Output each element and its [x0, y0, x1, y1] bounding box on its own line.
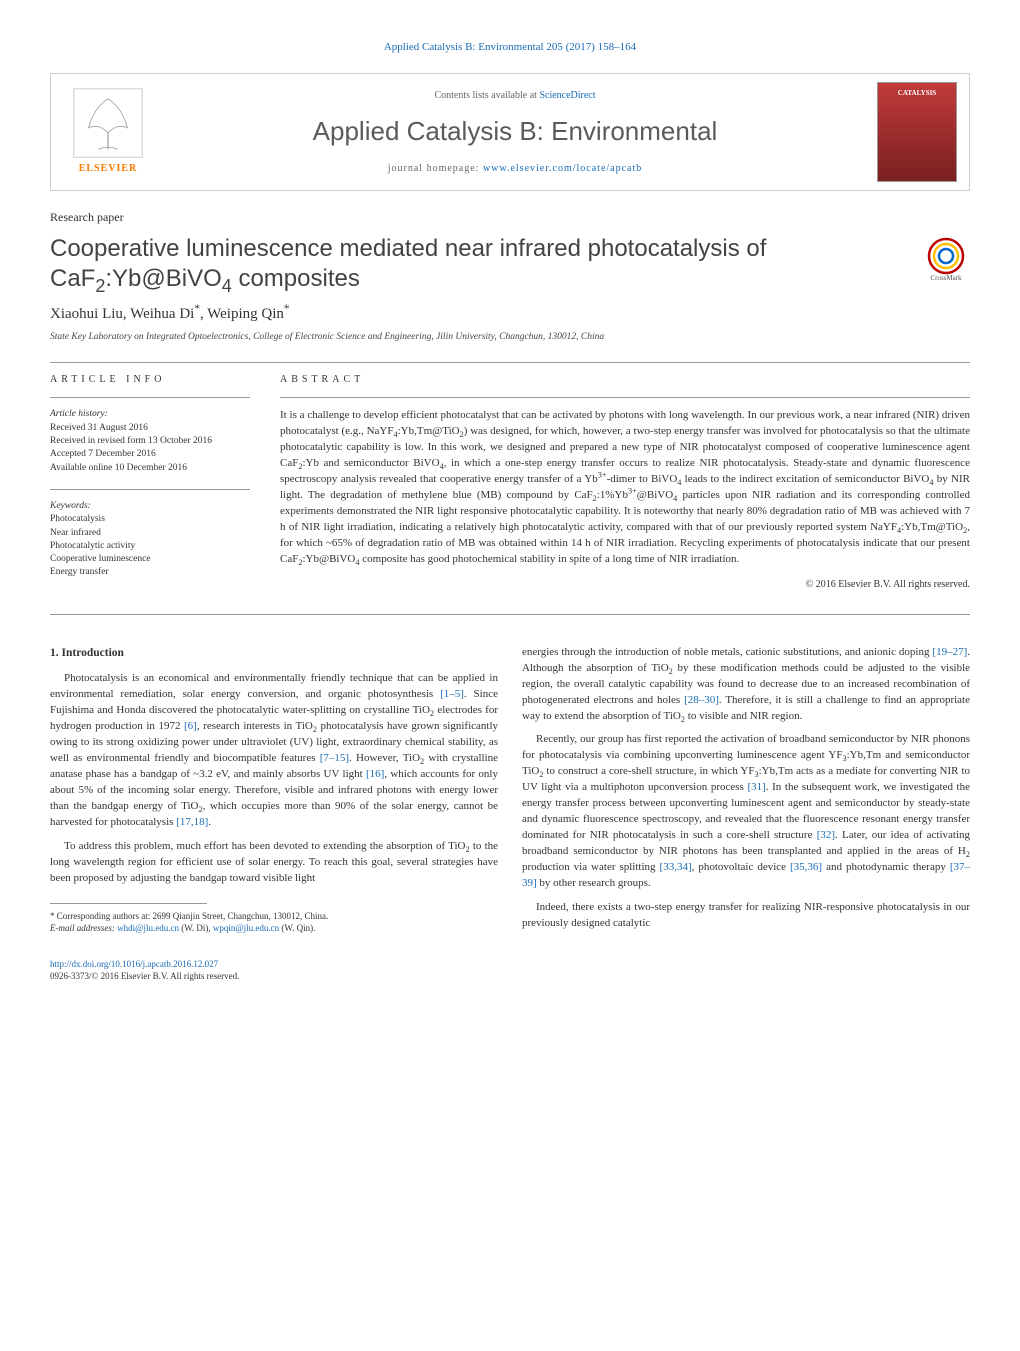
- email-link[interactable]: whdi@jlu.edu.cn: [117, 923, 179, 933]
- email-suffix: (W. Di),: [179, 923, 213, 933]
- divider-top: [50, 362, 970, 363]
- publisher-block: ELSEVIER: [63, 88, 153, 176]
- title-row: Cooperative luminescence mediated near i…: [50, 234, 970, 294]
- keyword: Energy transfer: [50, 566, 250, 579]
- body-paragraph: To address this problem, much effort has…: [50, 839, 498, 887]
- doi-link[interactable]: http://dx.doi.org/10.1016/j.apcatb.2016.…: [50, 959, 218, 969]
- keyword: Near infrared: [50, 527, 250, 540]
- banner-center: Contents lists available at ScienceDirec…: [153, 89, 877, 175]
- article-info-column: article info Article history: Received 3…: [50, 373, 250, 593]
- journal-reference-line[interactable]: Applied Catalysis B: Environmental 205 (…: [50, 40, 970, 55]
- email-suffix: (W. Qin).: [279, 923, 315, 933]
- divider-bottom: [50, 614, 970, 615]
- keyword: Photocatalytic activity: [50, 540, 250, 553]
- keyword: Photocatalysis: [50, 513, 250, 526]
- history-block: Article history: Received 31 August 2016…: [50, 408, 250, 474]
- info-abstract-row: article info Article history: Received 3…: [50, 373, 970, 593]
- history-item: Received in revised form 13 October 2016: [50, 435, 250, 448]
- history-item: Received 31 August 2016: [50, 422, 250, 435]
- page-footer: http://dx.doi.org/10.1016/j.apcatb.2016.…: [50, 958, 970, 983]
- crossmark-icon[interactable]: CrossMark: [922, 234, 970, 282]
- article-info-heading: article info: [50, 373, 250, 387]
- issn-copyright: 0926-3373/© 2016 Elsevier B.V. All right…: [50, 970, 970, 983]
- journal-title: Applied Catalysis B: Environmental: [153, 113, 877, 149]
- body-paragraph: Photocatalysis is an economical and envi…: [50, 671, 498, 830]
- sciencedirect-link[interactable]: ScienceDirect: [539, 90, 595, 101]
- info-divider-1: [50, 397, 250, 398]
- homepage-prefix: journal homepage:: [388, 163, 483, 174]
- history-item: Accepted 7 December 2016: [50, 448, 250, 461]
- keywords-label: Keywords:: [50, 500, 250, 513]
- authors: Xiaohui Liu, Weihua Di*, Weiping Qin*: [50, 304, 970, 325]
- info-divider-2: [50, 489, 250, 490]
- body-right-column: energies through the introduction of nob…: [522, 645, 970, 940]
- page-container: Applied Catalysis B: Environmental 205 (…: [0, 0, 1020, 1023]
- journal-cover-thumbnail[interactable]: CATALYSIS: [877, 82, 957, 182]
- abstract-copyright: © 2016 Elsevier B.V. All rights reserved…: [280, 578, 970, 592]
- contents-text: Contents lists available at: [434, 90, 539, 101]
- journal-banner: ELSEVIER Contents lists available at Sci…: [50, 73, 970, 191]
- email-prefix: E-mail addresses:: [50, 923, 117, 933]
- affiliation: State Key Laboratory on Integrated Optoe…: [50, 331, 970, 344]
- paper-type: Research paper: [50, 209, 970, 226]
- email-link[interactable]: wpqin@jlu.edu.cn: [213, 923, 279, 933]
- body-columns: 1. Introduction Photocatalysis is an eco…: [50, 645, 970, 940]
- abstract-divider: [280, 397, 970, 398]
- abstract-heading: abstract: [280, 373, 970, 387]
- corresponding-author-note: * Corresponding authors at: 2699 Qianjin…: [50, 910, 498, 923]
- section-heading: 1. Introduction: [50, 645, 498, 662]
- keyword: Cooperative luminescence: [50, 553, 250, 566]
- body-left-column: 1. Introduction Photocatalysis is an eco…: [50, 645, 498, 940]
- body-paragraph: energies through the introduction of nob…: [522, 645, 970, 725]
- history-item: Available online 10 December 2016: [50, 462, 250, 475]
- contents-line: Contents lists available at ScienceDirec…: [153, 89, 877, 103]
- body-paragraph: Indeed, there exists a two-step energy t…: [522, 900, 970, 932]
- publisher-label: ELSEVIER: [79, 162, 138, 176]
- homepage-line: journal homepage: www.elsevier.com/locat…: [153, 162, 877, 176]
- crossmark-label: CrossMark: [930, 274, 962, 282]
- cover-text: CATALYSIS: [882, 89, 952, 99]
- footnote-block: * Corresponding authors at: 2699 Qianjin…: [50, 910, 498, 935]
- history-label: Article history:: [50, 408, 250, 421]
- abstract-text: It is a challenge to develop efficient p…: [280, 408, 970, 567]
- keywords-block: Keywords: Photocatalysis Near infrared P…: [50, 500, 250, 580]
- body-paragraph: Recently, our group has first reported t…: [522, 732, 970, 891]
- cover-block: CATALYSIS: [877, 82, 957, 182]
- homepage-link[interactable]: www.elsevier.com/locate/apcatb: [483, 163, 642, 174]
- abstract-column: abstract It is a challenge to develop ef…: [280, 373, 970, 593]
- paper-title: Cooperative luminescence mediated near i…: [50, 234, 902, 294]
- email-line: E-mail addresses: whdi@jlu.edu.cn (W. Di…: [50, 922, 498, 935]
- elsevier-tree-logo: [73, 88, 143, 158]
- footnote-rule: [50, 903, 207, 904]
